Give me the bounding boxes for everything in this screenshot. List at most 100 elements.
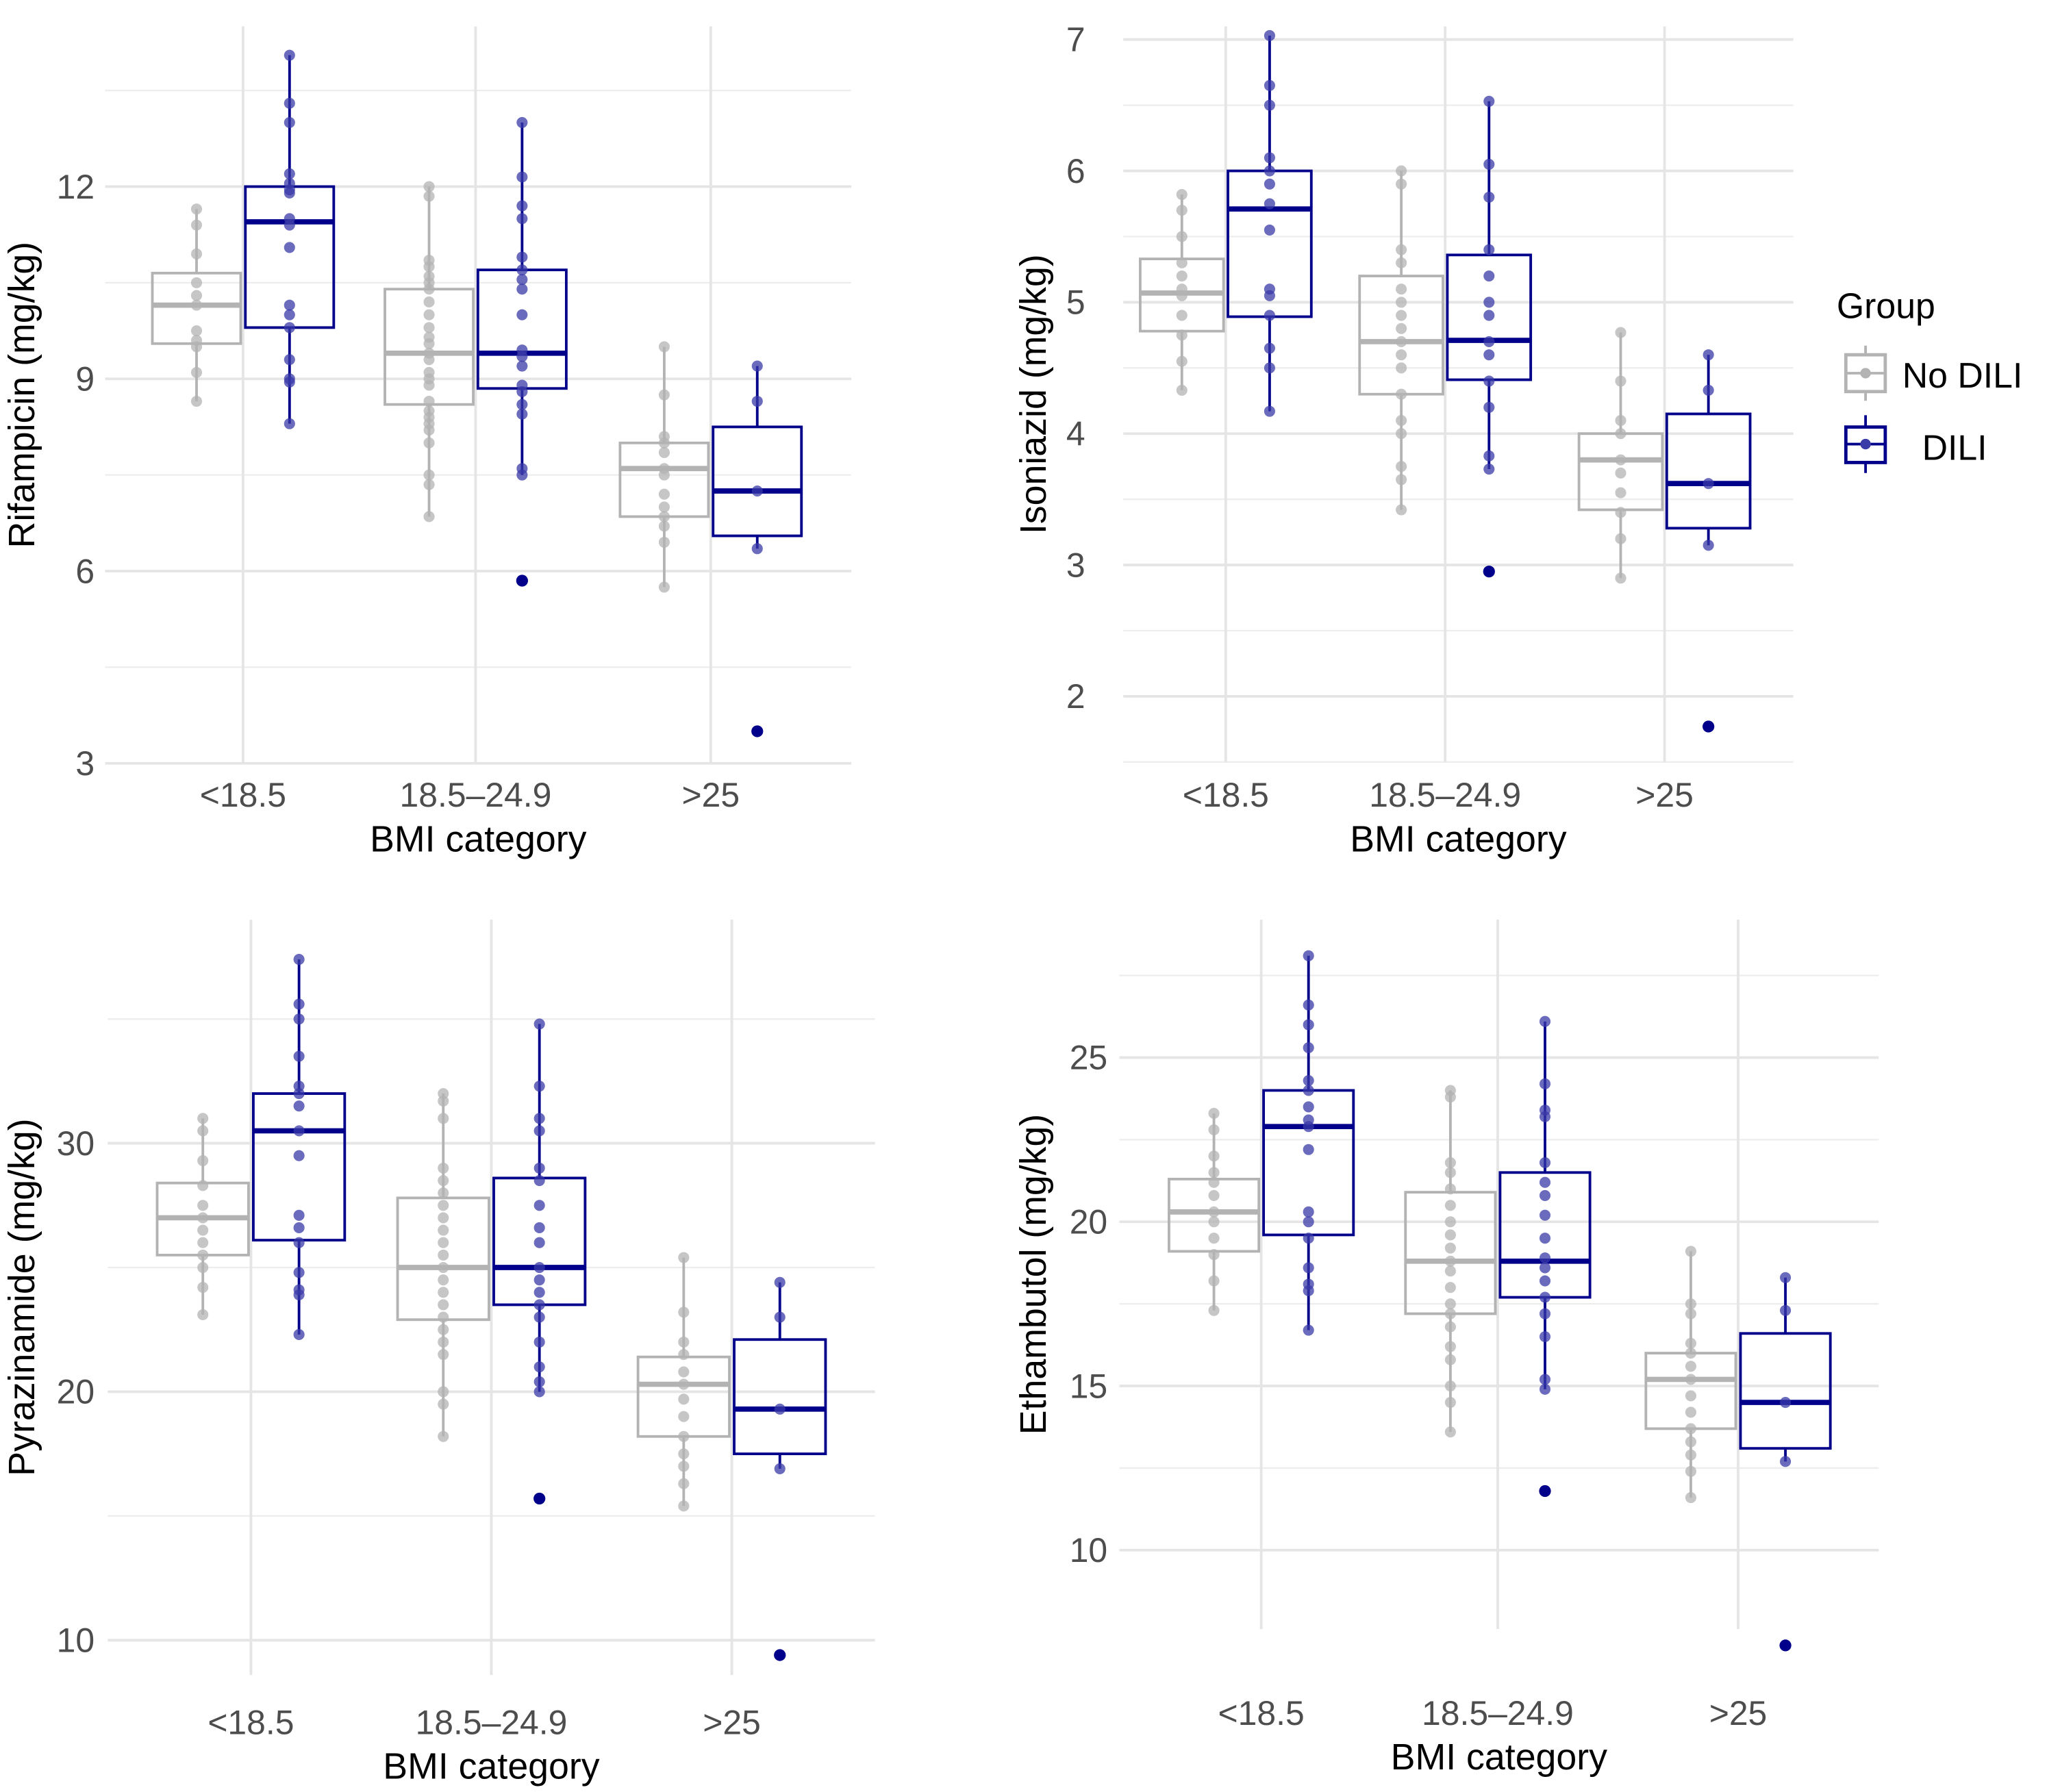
data-point: [1483, 450, 1495, 462]
data-point: [1264, 310, 1275, 321]
data-point: [1539, 1015, 1551, 1027]
iqr-box: [712, 425, 803, 538]
data-point: [678, 1336, 690, 1348]
data-point: [197, 1125, 209, 1137]
data-point: [1539, 1157, 1551, 1168]
data-point: [1539, 1209, 1551, 1221]
data-point: [1264, 79, 1275, 91]
data-point: [1539, 1105, 1551, 1116]
data-point: [284, 354, 295, 366]
data-point: [293, 1013, 305, 1025]
data-point: [533, 1287, 545, 1298]
data-point: [190, 395, 203, 407]
data-point: [423, 296, 435, 308]
data-point: [1264, 99, 1275, 111]
data-point: [516, 116, 528, 128]
data-point: [438, 1274, 449, 1286]
data-point: [284, 177, 295, 189]
data-point: [1615, 454, 1626, 466]
data-point: [284, 309, 295, 320]
data-point: [1264, 152, 1275, 164]
data-point: [423, 437, 435, 449]
data-point: [1264, 342, 1275, 354]
y-axis-title: Isoniazid (mg/kg): [1013, 254, 1054, 534]
data-point: [751, 360, 763, 372]
data-point: [516, 264, 528, 276]
data-point: [1176, 270, 1188, 282]
data-point: [1685, 1298, 1696, 1310]
data-point: [678, 1366, 690, 1378]
data-point: [1780, 1304, 1792, 1316]
data-point: [1483, 95, 1495, 107]
box-dili-2: [476, 116, 568, 587]
data-point: [658, 463, 670, 475]
data-point: [1208, 1216, 1220, 1228]
x-tick-label: >25: [1635, 776, 1694, 814]
iqr-box: [1739, 1332, 1832, 1450]
data-point: [1444, 1341, 1456, 1352]
data-point: [1444, 1229, 1456, 1241]
data-point: [438, 1237, 449, 1248]
data-point: [293, 1125, 305, 1137]
data-point: [678, 1378, 690, 1390]
data-point: [658, 389, 670, 401]
data-point: [1444, 1255, 1456, 1267]
data-point: [423, 270, 435, 282]
data-point: [1685, 1308, 1696, 1320]
data-point: [1615, 428, 1626, 440]
box-no-dili-1: [1168, 1107, 1261, 1316]
data-point: [438, 1287, 449, 1298]
data-point: [1303, 1114, 1314, 1126]
data-point: [284, 213, 295, 225]
data-point: [533, 1376, 545, 1387]
box-no-dili-3: [636, 1252, 731, 1512]
data-point: [1685, 1449, 1696, 1461]
outlier-point: [1779, 1639, 1792, 1652]
x-axis-title: BMI category: [1391, 1737, 1608, 1778]
data-point: [1539, 1291, 1551, 1303]
data-point: [1444, 1396, 1456, 1409]
data-point: [1444, 1157, 1456, 1168]
y-tick-label: 4: [1066, 415, 1085, 453]
panel-3: 10 20 30 <18.5 18.5–24.9 >25 BMI category Pyraz…: [1, 920, 875, 1787]
data-point: [1303, 1074, 1314, 1087]
data-point: [1539, 1275, 1551, 1287]
data-point: [1539, 1189, 1551, 1201]
x-tick-label: <18.5: [1218, 1694, 1305, 1732]
data-point: [1539, 1308, 1551, 1320]
data-point: [1703, 384, 1714, 396]
data-point: [1303, 1206, 1314, 1217]
data-point: [190, 290, 203, 301]
y-tick-label: 7: [1066, 21, 1085, 59]
data-point: [1444, 1282, 1456, 1293]
data-point: [190, 335, 203, 346]
data-point: [197, 1113, 209, 1124]
x-tick-label: >25: [682, 776, 740, 814]
data-point: [516, 463, 528, 475]
x-tick-label: <18.5: [200, 776, 286, 814]
data-point: [1444, 1183, 1456, 1195]
data-point: [1539, 1383, 1551, 1395]
data-point: [658, 341, 670, 353]
data-point: [678, 1393, 690, 1405]
data-point: [1396, 257, 1407, 268]
data-point: [1539, 1176, 1551, 1188]
box-dili-2: [492, 1018, 587, 1505]
data-point: [293, 1209, 305, 1221]
box-dili-3: [1739, 1272, 1832, 1652]
data-point: [1444, 1167, 1456, 1178]
data-point: [1208, 1233, 1220, 1244]
data-point: [438, 1348, 449, 1361]
data-point: [774, 1403, 786, 1415]
data-point: [293, 1284, 305, 1296]
outlier-point: [1539, 1485, 1551, 1498]
data-point: [293, 1222, 305, 1234]
box-no-dili-3: [1577, 327, 1664, 584]
data-point: [533, 1018, 545, 1030]
x-tick-label: <18.5: [1183, 776, 1269, 814]
legend-title: Group: [1837, 286, 1935, 325]
data-point: [1396, 178, 1407, 190]
x-axis-title: BMI category: [1350, 818, 1567, 859]
box-dili-1: [1227, 29, 1313, 417]
data-point: [1483, 191, 1495, 203]
